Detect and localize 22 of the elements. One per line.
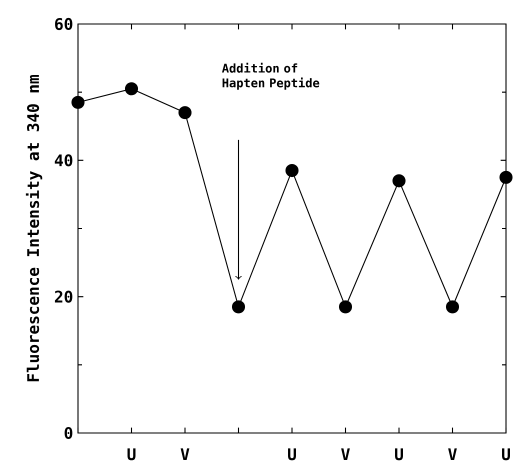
point <box>392 174 406 188</box>
point <box>446 300 460 314</box>
x-tick-label: U <box>502 448 510 460</box>
point <box>71 96 85 109</box>
x-tick-label: V <box>448 448 457 460</box>
annotation: Addition of Hapten Peptide <box>222 62 320 90</box>
point <box>338 300 352 314</box>
point <box>178 106 192 120</box>
y-tick-label: 60 <box>55 18 72 30</box>
x-tick-label: V <box>180 448 190 460</box>
x-tick-label: U <box>128 448 136 460</box>
point <box>124 82 138 96</box>
x-tick-label: U <box>395 448 403 460</box>
point <box>499 170 513 184</box>
y-tick-label: 40 <box>54 154 72 166</box>
x-tick-label: V <box>341 448 350 460</box>
point <box>285 164 299 178</box>
y-tick-label: 0 <box>64 426 72 440</box>
y-tick-label: 20 <box>54 290 72 303</box>
y-axis-title: Fluorescence Intensity at 340 nm <box>26 75 42 382</box>
point <box>232 300 246 314</box>
x-tick-label: U <box>288 448 296 460</box>
